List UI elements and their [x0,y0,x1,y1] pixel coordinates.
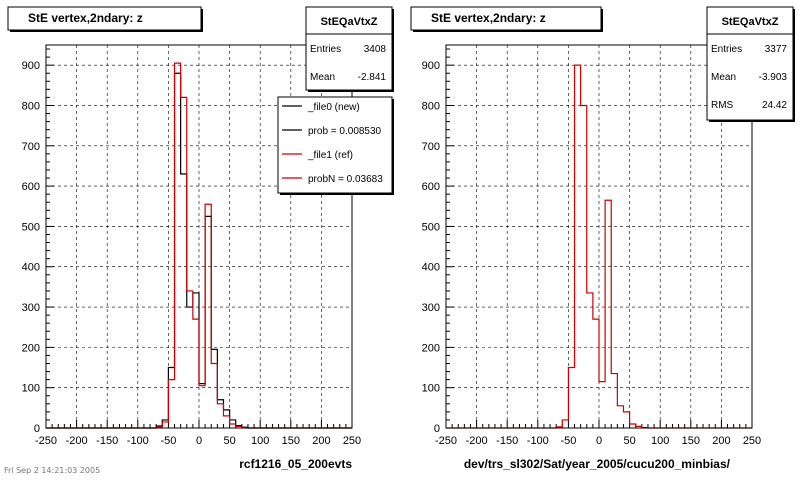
legend-entry-label: probN = 0.03683 [308,174,383,185]
x-tick-label: -200 [66,435,88,447]
y-tick-label: 300 [422,302,440,314]
stats-row-label: RMS [711,100,734,111]
legend-entry-label: prob = 0.008530 [308,126,382,137]
title-box [410,6,602,31]
x-tick-label: 150 [682,435,700,447]
stats-row-value: -3.903 [759,72,788,83]
legend-entry-label: _file1 (ref) [307,150,353,161]
stats-row-label: Mean [711,72,736,83]
y-tick-label: 800 [22,100,40,112]
x-tick-label: 100 [251,435,269,447]
x-tick-label: 200 [712,435,730,447]
plot-frame [445,44,753,429]
y-tick-label: 700 [22,141,40,153]
title-box [7,6,202,31]
x-tick-label: 200 [312,435,330,447]
legend-box [277,96,393,194]
y-tick-label: 0 [34,423,40,435]
x-tick-label: -150 [496,435,518,447]
x-tick-label: 100 [651,435,669,447]
y-tick-label: 600 [22,181,40,193]
stats-box [706,6,794,121]
stats-box [305,6,393,91]
stats-title: StEQaVtxZ [321,16,378,28]
x-tick-label: -50 [160,435,176,447]
histogram-series-2 [46,62,352,429]
histogram-panel-1: -250 -200 -150 -100 -50 0 50 100 150 200 250 0 100 20… [0,0,400,480]
x-tick-label: 0 [596,435,602,447]
stats-row-value: 24.42 [762,100,787,111]
y-tick-label: 400 [422,262,440,274]
y-tick-label: 500 [22,221,40,233]
x-tick-label: -250 [435,435,457,447]
x-tick-label: 50 [223,435,235,447]
stats-row-label: Entries [711,44,742,55]
plot-frame [45,44,353,429]
histogram-panel-2: -250 -200 -150 -100 -50 0 50 100 150 200 250 0 100 20… [400,0,800,480]
stats-title: StEQaVtxZ [722,16,779,28]
stats-row-value: 3408 [364,44,387,55]
y-tick-label: 100 [22,383,40,395]
histogram-series-1 [446,64,752,429]
y-tick-label: 500 [422,221,440,233]
legend-entry-label: _file0 (new) [307,102,360,113]
y-tick-label: 200 [422,342,440,354]
x-axis-label: dev/trs_sl302/Sat/year_2005/cucu200_minb… [464,457,731,471]
stats-row-label: Entries [310,44,341,55]
x-tick-label: -200 [466,435,488,447]
y-tick-label: 400 [22,262,40,274]
stats-row-value: -2.841 [358,72,387,83]
y-tick-label: 800 [422,100,440,112]
x-axis-label: rcf1216_05_200evts [239,457,352,471]
x-tick-label: 250 [343,435,361,447]
y-tick-label: 300 [22,302,40,314]
y-tick-label: 700 [422,141,440,153]
y-tick-label: 0 [434,423,440,435]
x-tick-label: -50 [560,435,576,447]
y-tick-label: 100 [422,383,440,395]
x-tick-label: 50 [623,435,635,447]
x-tick-label: -100 [527,435,549,447]
histogram-title: StE vertex,2ndary: z [431,11,546,25]
x-tick-label: 0 [196,435,202,447]
y-tick-label: 200 [22,342,40,354]
histogram-title: StE vertex,2ndary: z [28,11,143,25]
y-tick-label: 900 [422,60,440,72]
y-tick-label: 600 [422,181,440,193]
x-tick-label: -150 [96,435,118,447]
x-tick-label: 150 [282,435,300,447]
x-tick-label: 250 [743,435,761,447]
footer-timestamp: Fri Sep 2 14:21:03 2005 [4,466,101,475]
x-tick-label: -250 [35,435,57,447]
y-tick-label: 900 [22,60,40,72]
x-tick-label: -100 [127,435,149,447]
stats-row-value: 3377 [765,44,788,55]
stats-row-label: Mean [310,72,335,83]
